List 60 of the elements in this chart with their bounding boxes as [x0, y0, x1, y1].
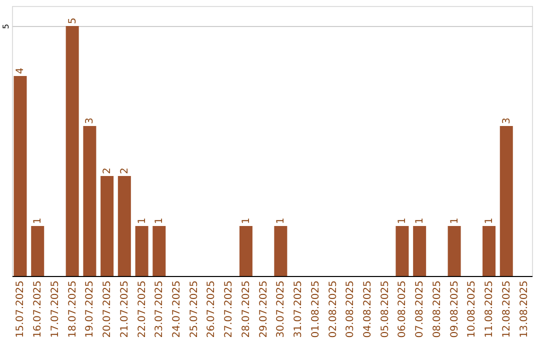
- bar: [413, 226, 426, 276]
- x-tick-label: 25.07.2025: [188, 280, 200, 338]
- x-tick-label: 20.07.2025: [102, 280, 114, 338]
- x-tick-label: 24.07.2025: [172, 280, 183, 338]
- data-label: 3: [84, 118, 96, 124]
- x-tick-label: 04.08.2025: [362, 280, 374, 338]
- data-label: 1: [414, 218, 426, 224]
- x-tick-label: 01.08.2025: [310, 280, 322, 338]
- data-label: 1: [32, 218, 44, 224]
- bar: [500, 126, 513, 276]
- data-label: 2: [102, 168, 114, 174]
- x-tick-label: 26.07.2025: [206, 280, 218, 338]
- x-tick-label: 15.07.2025: [15, 280, 26, 338]
- x-tick-label: 18.07.2025: [67, 280, 78, 338]
- x-tick-label: 06.08.2025: [397, 280, 408, 338]
- bar: [274, 226, 288, 276]
- x-tick-label: 23.07.2025: [154, 280, 166, 338]
- data-label: 2: [119, 168, 130, 174]
- x-tick-label: 08.08.2025: [432, 280, 443, 338]
- x-tick-label: 11.08.2025: [484, 280, 496, 338]
- x-tick-label: 27.07.2025: [224, 280, 235, 338]
- data-label: 1: [484, 218, 496, 224]
- x-tick-label: 16.07.2025: [32, 280, 44, 338]
- x-tick-label: 31.07.2025: [293, 280, 304, 338]
- data-label: 4: [15, 68, 26, 74]
- data-label: 5: [67, 18, 78, 24]
- data-label: 1: [154, 218, 166, 224]
- data-label: 1: [397, 218, 408, 224]
- data-label: 1: [240, 218, 252, 224]
- data-label: 1: [449, 218, 460, 224]
- bar: [83, 126, 96, 276]
- x-tick-label: 21.07.2025: [119, 280, 130, 338]
- bar: [152, 226, 166, 276]
- x-tick-label: 22.07.2025: [136, 280, 148, 338]
- x-tick-label: 12.08.2025: [501, 280, 512, 338]
- data-label: 1: [276, 218, 287, 224]
- data-label: 1: [136, 218, 148, 224]
- x-tick-label: 07.08.2025: [414, 280, 426, 338]
- bar: [100, 176, 114, 276]
- data-label: 3: [501, 118, 512, 124]
- x-tick-label: 29.07.2025: [258, 280, 270, 338]
- bar: [31, 226, 44, 276]
- bar: [396, 226, 409, 276]
- x-tick-label: 09.08.2025: [449, 280, 460, 338]
- bar: [118, 176, 131, 276]
- bar: [135, 226, 148, 276]
- x-tick-label: 02.08.2025: [328, 280, 339, 338]
- bar: [448, 226, 461, 276]
- x-tick-label: 19.07.2025: [84, 280, 96, 338]
- x-tick-label: 28.07.2025: [240, 280, 252, 338]
- x-tick-label: 13.08.2025: [518, 280, 530, 338]
- bar: [239, 226, 252, 276]
- x-tick-label: 30.07.2025: [276, 280, 287, 338]
- x-tick-label: 17.07.2025: [50, 280, 61, 338]
- x-tick-label: 03.08.2025: [345, 280, 356, 338]
- x-tick-label: 05.08.2025: [380, 280, 391, 338]
- bar: [482, 226, 496, 276]
- x-tick-label: 10.08.2025: [466, 280, 478, 338]
- bar: [14, 76, 27, 276]
- bar: [66, 26, 79, 276]
